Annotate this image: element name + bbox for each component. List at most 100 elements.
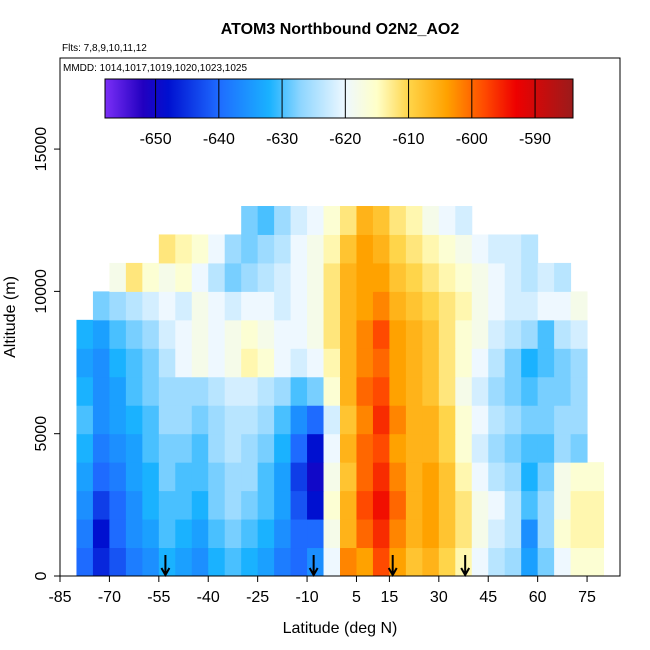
heatmap-cell <box>504 262 522 292</box>
heatmap-cell <box>372 519 390 549</box>
heatmap-cell <box>323 348 341 378</box>
heatmap-cell <box>208 490 226 520</box>
heatmap-cell <box>175 376 193 406</box>
heatmap-cell <box>307 519 325 549</box>
heatmap-cell <box>488 376 506 406</box>
heatmap-cell <box>340 348 357 378</box>
y-tick-label: 5000 <box>33 416 50 452</box>
colorbar-tick-label: -650 <box>140 131 172 148</box>
heatmap-cell <box>191 319 209 349</box>
heatmap-cell <box>405 291 423 321</box>
heatmap-cell <box>570 490 588 520</box>
heatmap-cell <box>290 490 308 520</box>
heatmap-cell <box>570 376 588 406</box>
heatmap-cell <box>405 547 423 577</box>
heatmap-cell <box>158 376 176 406</box>
heatmap-cell <box>587 519 605 549</box>
heatmap-cell <box>504 291 522 321</box>
heatmap-cell <box>587 547 605 577</box>
heatmap-cell <box>554 519 572 549</box>
y-tick-label: 0 <box>33 571 50 580</box>
heatmap-cell <box>521 348 539 378</box>
heatmap-cell <box>323 519 341 549</box>
heatmap-cell <box>323 490 341 520</box>
arrow <box>308 555 319 578</box>
heatmap-cell <box>241 319 259 349</box>
heatmap-cell <box>488 291 506 321</box>
heatmap-cell <box>290 519 308 549</box>
heatmap-cell <box>438 319 456 349</box>
heatmap-cell <box>405 262 423 292</box>
heatmap-cell <box>521 405 539 435</box>
heatmap-cell <box>521 490 539 520</box>
heatmap-cell <box>340 547 357 577</box>
heatmap-cell <box>471 405 489 435</box>
heatmap-cell <box>438 519 456 549</box>
heatmap-cell <box>455 490 473 520</box>
heatmap-cell <box>521 433 539 463</box>
heatmap-cell <box>257 547 275 577</box>
heatmap-cell <box>356 262 374 292</box>
heatmap-cell <box>257 262 275 292</box>
heatmap-cell <box>372 547 390 577</box>
x-tick-label: -85 <box>48 589 71 606</box>
heatmap-cell <box>356 405 374 435</box>
heatmap-cell <box>158 348 176 378</box>
heatmap-cell <box>274 433 292 463</box>
heatmap-cell <box>274 547 292 577</box>
heatmap-cell <box>175 433 193 463</box>
heatmap-cell <box>504 490 522 520</box>
heatmap-cell <box>125 547 143 577</box>
heatmap-cell <box>92 348 110 378</box>
heatmap-cell <box>554 348 572 378</box>
heatmap-cell <box>307 262 325 292</box>
heatmap-cell <box>471 234 489 264</box>
heatmap-cell <box>570 547 588 577</box>
heatmap-cell <box>521 547 539 577</box>
heatmap-cell <box>537 490 555 520</box>
heatmap-cell <box>488 519 506 549</box>
heatmap-cell <box>208 433 226 463</box>
heatmap-cell <box>290 206 308 235</box>
colorbar-tick-label: -640 <box>203 131 235 148</box>
heatmap-cell <box>340 376 357 406</box>
heatmap-cell <box>356 376 374 406</box>
heatmap-cell <box>307 405 325 435</box>
heatmap-cell <box>290 462 308 492</box>
heatmap-cell <box>274 319 292 349</box>
heatmap-cell <box>109 348 127 378</box>
heatmap-cell <box>537 433 555 463</box>
heatmap-cell <box>340 519 357 549</box>
heatmap-cell <box>125 348 143 378</box>
heatmap-cell <box>175 490 193 520</box>
heatmap-cell <box>274 348 292 378</box>
heatmap-cell <box>125 319 143 349</box>
heatmap-cell <box>438 376 456 406</box>
heatmap-cell <box>191 262 209 292</box>
heatmap-cell <box>356 547 374 577</box>
x-tick-label: 30 <box>430 589 448 606</box>
heatmap-cell <box>537 519 555 549</box>
heatmap-cell <box>257 291 275 321</box>
heatmap-cell <box>554 405 572 435</box>
heatmap-cell <box>537 262 555 292</box>
heatmap-cell <box>274 405 292 435</box>
heatmap-cell <box>257 519 275 549</box>
x-tick-label: -25 <box>246 589 269 606</box>
heatmap-cell <box>224 234 242 264</box>
heatmap-cell <box>554 462 572 492</box>
heatmap-cell <box>554 547 572 577</box>
heatmap-cell <box>340 405 357 435</box>
heatmap-cell <box>340 462 357 492</box>
heatmap-cell <box>521 234 539 264</box>
heatmap-cell <box>504 319 522 349</box>
x-tick-label: 15 <box>381 589 399 606</box>
heatmap-cell <box>92 319 110 349</box>
heatmap-cell <box>92 376 110 406</box>
heatmap-cell <box>405 348 423 378</box>
colorbar-tick-label: -610 <box>393 131 425 148</box>
heatmap-cell <box>158 262 176 292</box>
heatmap-cell <box>109 490 127 520</box>
heatmap-cell <box>405 405 423 435</box>
heatmap-cell <box>570 519 588 549</box>
